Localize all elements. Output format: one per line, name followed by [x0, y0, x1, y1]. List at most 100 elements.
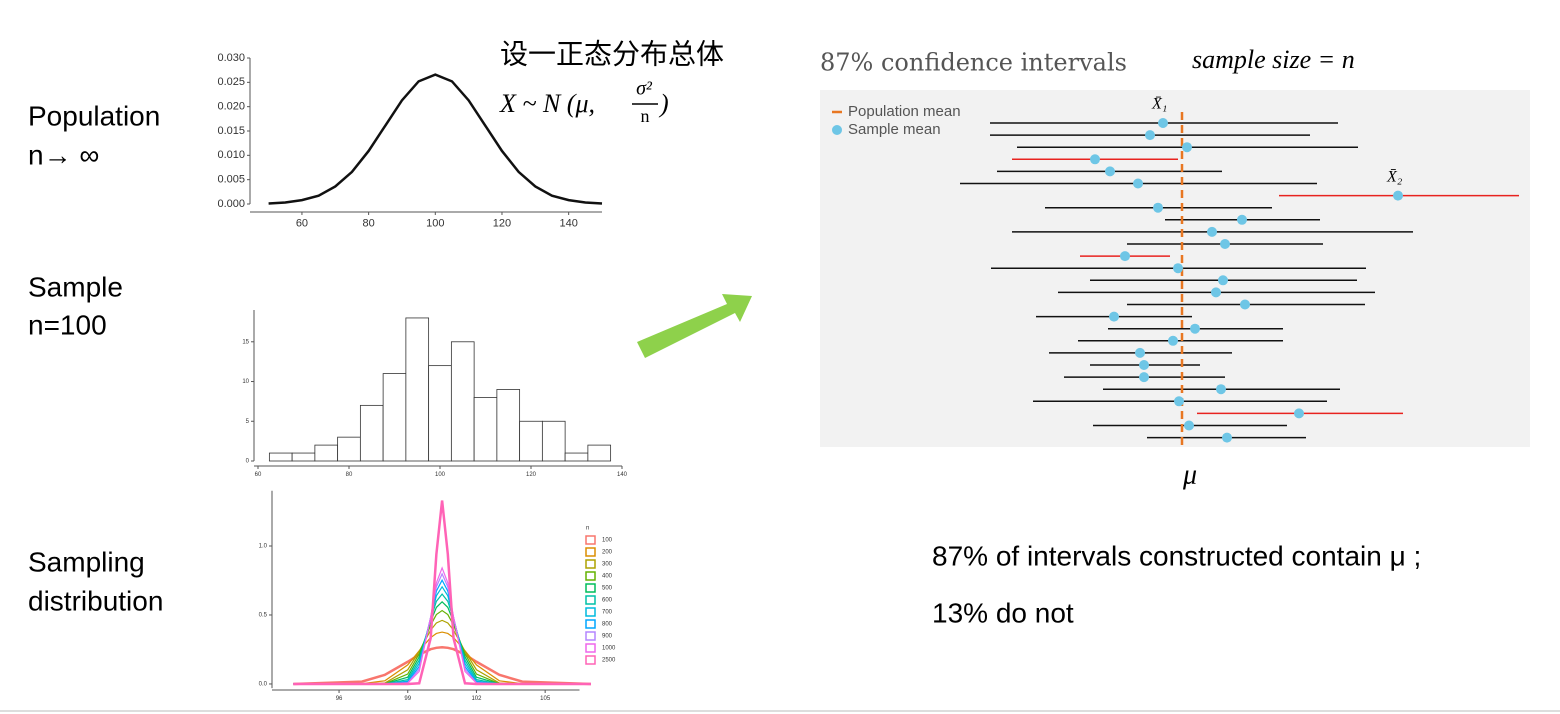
- sample-mean: [1218, 275, 1228, 286]
- bar: [587, 444, 612, 462]
- legend-swatch: [585, 595, 596, 605]
- sample-mean: [1168, 335, 1178, 346]
- bar: [382, 373, 407, 462]
- legend-label: 700: [602, 610, 613, 616]
- x-tick-label: 80: [362, 218, 374, 230]
- x-tick-label: 60: [296, 218, 308, 230]
- bar: [359, 404, 384, 462]
- y-tick-label: 0.030: [217, 52, 245, 64]
- y-tick-label: 15: [242, 339, 249, 345]
- bar: [473, 397, 498, 462]
- sample-mean: [1120, 251, 1130, 262]
- legend-label: 2500: [602, 658, 616, 664]
- y-tick-label: 1.0: [259, 544, 268, 550]
- y-tick-label: 0.025: [217, 76, 245, 88]
- formula: σ²: [636, 78, 653, 100]
- x-tick-label: 100: [435, 472, 446, 478]
- annotation: X̄₂: [1386, 168, 1403, 185]
- sample-mean: [1184, 420, 1194, 431]
- legend-label: 400: [602, 574, 613, 580]
- legend-label: Sample mean: [848, 121, 941, 138]
- sample-mean: [1190, 323, 1200, 334]
- bar: [314, 444, 339, 462]
- sample-mean: [1182, 142, 1192, 153]
- legend-title: n: [586, 526, 589, 532]
- sample-mean: [1211, 287, 1221, 298]
- bar: [450, 341, 475, 462]
- chart-title: 87% confidence intervals: [820, 49, 1127, 77]
- curve: [293, 609, 591, 685]
- bar: [428, 365, 452, 462]
- y-tick-label: 0: [246, 459, 250, 465]
- sample-mean: [1090, 154, 1100, 165]
- conclusion: 13% do not: [932, 597, 1074, 628]
- legend-swatch: [585, 535, 596, 545]
- legend-label: 900: [602, 634, 613, 640]
- formula: n: [641, 106, 650, 126]
- annotation: X̄₁: [1151, 96, 1167, 113]
- y-tick-label: 0.5: [259, 613, 268, 619]
- curve: [293, 646, 591, 686]
- legend-label: 800: [602, 622, 613, 628]
- legend-swatch: [585, 571, 596, 581]
- sample-mean: [1173, 263, 1183, 274]
- sample-mean: [1222, 432, 1232, 443]
- x-tick-label: 60: [255, 472, 262, 478]
- sample-mean: [1237, 214, 1247, 225]
- x-tick-label: 105: [540, 696, 551, 702]
- mean-label: μ: [1182, 459, 1197, 490]
- legend-swatch: [832, 125, 842, 135]
- sample-mean: [1105, 166, 1115, 177]
- legend-label: 300: [602, 562, 613, 568]
- formula: X ~ N (μ,: [499, 89, 595, 118]
- x-tick-label: 140: [559, 218, 577, 230]
- legend-swatch: [585, 583, 596, 593]
- row-label: n=100: [28, 309, 107, 340]
- bar: [496, 389, 521, 462]
- x-tick-label: 102: [471, 696, 482, 702]
- row-label: Population: [28, 100, 160, 131]
- bar: [291, 452, 316, 462]
- legend-label: 500: [602, 586, 613, 592]
- bar: [268, 452, 293, 462]
- legend-swatch: [585, 559, 596, 569]
- sample-mean: [1153, 202, 1163, 213]
- x-tick-label: 120: [493, 218, 511, 230]
- sample-mean: [1135, 347, 1145, 358]
- curve: [293, 601, 591, 685]
- sample-mean: [1139, 360, 1149, 370]
- legend-swatch: [585, 631, 596, 641]
- row-label: distribution: [28, 585, 163, 616]
- sample-mean: [1145, 130, 1155, 141]
- y-tick-label: 5: [246, 419, 250, 425]
- curve: [293, 500, 591, 686]
- cn-title: 设一正态分布总体: [500, 38, 724, 69]
- x-tick-label: 140: [617, 472, 628, 478]
- row-label: Sample: [28, 271, 123, 302]
- legend-label: 100: [602, 538, 613, 544]
- sample-mean: [1294, 408, 1304, 419]
- sample-mean: [1240, 299, 1250, 310]
- legend-label: 1000: [602, 646, 616, 652]
- bar: [541, 420, 566, 462]
- legend-swatch: [585, 655, 596, 665]
- sample-mean: [1158, 118, 1168, 128]
- sample-mean: [1220, 239, 1230, 249]
- sample-mean: [1174, 396, 1184, 407]
- bar: [564, 452, 589, 462]
- legend-swatch: [585, 643, 596, 653]
- sample-mean: [1216, 384, 1226, 395]
- y-tick-label: 0.010: [217, 149, 245, 161]
- legend-label: Population mean: [848, 103, 961, 120]
- x-tick-label: 100: [426, 218, 444, 230]
- legend-swatch: [585, 547, 596, 557]
- formula: ): [658, 89, 669, 118]
- conclusion: 87% of intervals constructed contain μ ;: [932, 540, 1421, 571]
- bar: [519, 420, 543, 462]
- sample-mean: [1109, 311, 1119, 322]
- curve: [268, 73, 603, 205]
- legend-label: 600: [602, 598, 613, 604]
- sample-mean: [1139, 372, 1149, 383]
- legend-swatch: [585, 619, 596, 629]
